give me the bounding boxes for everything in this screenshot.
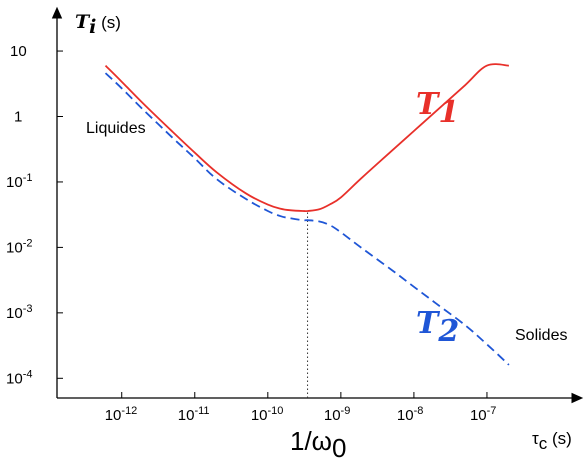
x-tick-label: 10-11 xyxy=(178,405,210,424)
x-axis-label: τc (s) xyxy=(532,429,572,453)
y-tick-label: 1 xyxy=(14,108,22,125)
y-axis-label: Ti (s) xyxy=(75,11,121,38)
x-tick-label: 10-9 xyxy=(324,405,350,424)
y-ticks: 10 1 10-1 10-2 10-3 10-4 xyxy=(6,43,63,387)
x-tick-label: 10-7 xyxy=(470,405,496,424)
x-tick-label: 10-8 xyxy=(397,405,423,424)
y-tick-label: 10-4 xyxy=(6,368,32,387)
x-ticks: 10-12 10-11 10-10 10-9 10-8 10-7 xyxy=(105,392,496,424)
series-label-t2: T2 xyxy=(416,306,459,349)
series-label-t1: T1 xyxy=(416,87,459,130)
y-tick-label: 10-1 xyxy=(6,172,32,191)
y-tick-label: 10 xyxy=(10,43,27,60)
y-tick-label: 10-3 xyxy=(6,303,32,322)
x-tick-label: 10-12 xyxy=(105,405,138,424)
x-tick-label: 10-10 xyxy=(251,405,284,424)
annotation-solides: Solides xyxy=(515,327,567,344)
series-line-t2 xyxy=(104,72,510,366)
series-line-t1 xyxy=(104,63,509,213)
y-tick-label: 10-2 xyxy=(6,237,32,256)
omega-label: 1/ω0 xyxy=(290,426,346,463)
annotation-liquides: Liquides xyxy=(86,120,146,137)
